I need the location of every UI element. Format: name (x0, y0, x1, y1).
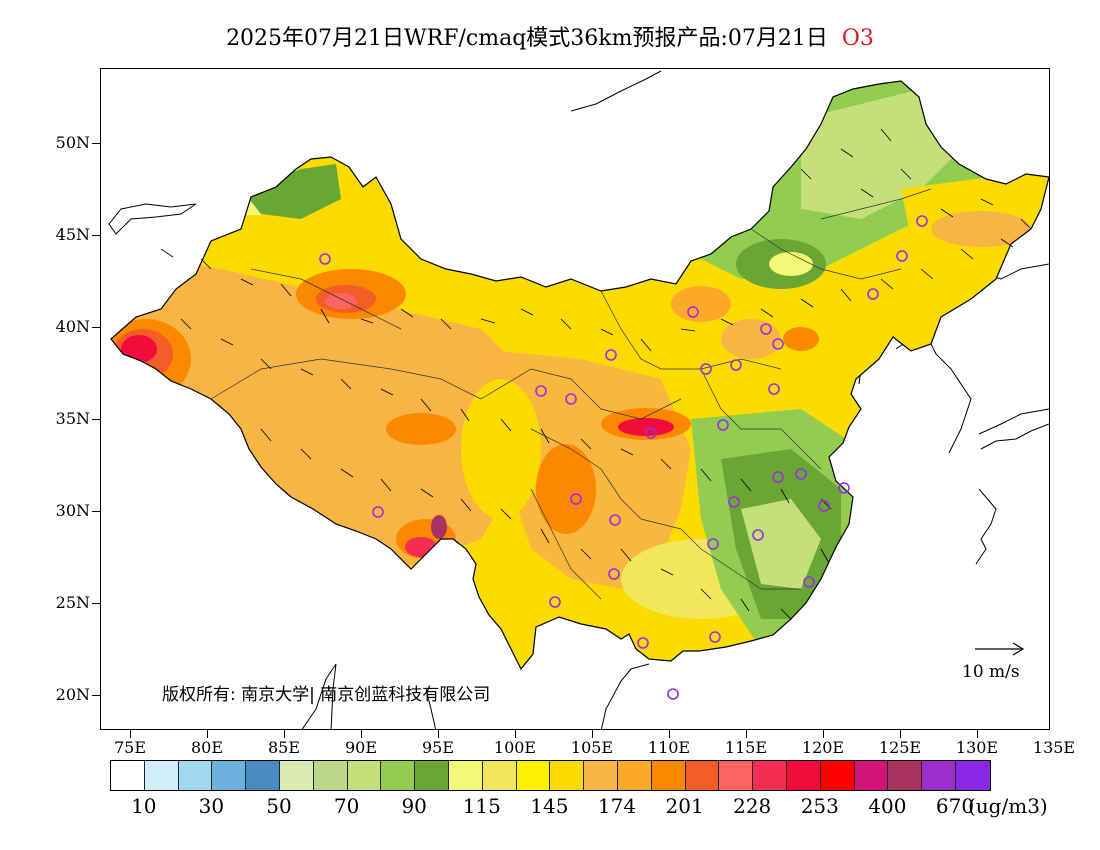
colorbar-swatch (922, 761, 956, 790)
colorbar-swatch (516, 761, 551, 790)
city-markers (319, 215, 928, 700)
y-tick (92, 695, 100, 696)
china-border (110, 80, 1049, 671)
y-tick (92, 327, 100, 328)
x-tick-label-100e: 100E (493, 738, 537, 757)
wind-reference-label: 10 m/s (962, 662, 1020, 682)
colorbar-swatch (820, 761, 855, 790)
colorbar-label: 70 (333, 794, 360, 818)
colorbar-label: 670 (935, 794, 975, 818)
colorbar-swatch (212, 761, 247, 790)
colorbar-swatch (178, 761, 213, 790)
china-o3-map (101, 69, 1049, 729)
y-tick-label-40n: 40N (55, 317, 90, 336)
x-tick-label-80e: 80E (190, 738, 224, 757)
x-tick-label-85e: 85E (267, 738, 301, 757)
x-tick-label-105e: 105E (570, 738, 614, 757)
colorbar-swatch (313, 761, 348, 790)
colorbar-swatch (651, 761, 686, 790)
colorbar-swatch (111, 761, 145, 790)
map-title: 2025年07月21日WRF/cmaq模式36km预报产品:07月21日 O3 (0, 20, 1100, 52)
y-tick (92, 511, 100, 512)
wind-vectors (160, 128, 1032, 620)
x-tick (515, 730, 516, 738)
colorbar-swatch (753, 761, 787, 790)
x-tick (592, 730, 593, 738)
wind-reference-arrow-icon (975, 642, 1025, 656)
colorbar-label: 30 (198, 794, 225, 818)
title-text: 2025年07月21日WRF/cmaq模式36km预报产品:07月21日 (226, 26, 828, 51)
x-tick-label-90e: 90E (344, 738, 378, 757)
colorbar-swatch (617, 761, 652, 790)
colorbar-label: 10 (131, 794, 157, 818)
colorbar-label: 145 (530, 794, 569, 818)
colorbar-swatch (854, 761, 889, 790)
colorbar-label: 174 (597, 794, 637, 818)
y-tick (92, 419, 100, 420)
colorbar-label: 201 (665, 794, 704, 818)
x-tick-label-120e: 120E (801, 738, 845, 757)
y-tick (92, 143, 100, 144)
colorbar-swatch (584, 761, 618, 790)
colorbar-swatch (246, 761, 280, 790)
colorbar-swatch (719, 761, 754, 790)
map-area[interactable] (100, 68, 1050, 730)
colorbar (110, 760, 991, 791)
colorbar-swatch (888, 761, 923, 790)
copyright-text: 版权所有: 南京大学| 南京创蓝科技有限公司 (162, 685, 491, 705)
x-tick-label-115e: 115E (724, 738, 768, 757)
x-tick (823, 730, 824, 738)
x-tick (207, 730, 208, 738)
x-tick (361, 730, 362, 738)
colorbar-label: 400 (868, 794, 907, 818)
y-tick-label-30n: 30N (55, 501, 90, 520)
x-tick (284, 730, 285, 738)
x-tick-label-75e: 75E (113, 738, 147, 757)
y-tick-label-35n: 35N (55, 409, 90, 428)
colorbar-swatch (448, 761, 483, 790)
colorbar-swatch (550, 761, 585, 790)
x-tick-label-110e: 110E (647, 738, 691, 757)
species-label: O3 (841, 26, 874, 51)
y-tick-label-20n: 20N (55, 685, 90, 704)
colorbar-label: 253 (800, 794, 839, 818)
x-tick-label-135e: 135E (1032, 738, 1076, 757)
colorbar-swatch (144, 761, 179, 790)
colorbar-swatch (347, 761, 382, 790)
x-tick (900, 730, 901, 738)
x-tick (669, 730, 670, 738)
colorbar-label: 90 (401, 794, 427, 818)
y-tick-label-50n: 50N (55, 133, 90, 152)
colorbar-swatch (955, 761, 990, 790)
y-tick-label-25n: 25N (55, 593, 90, 612)
colorbar-swatch (415, 761, 449, 790)
x-tick-label-125e: 125E (878, 738, 922, 757)
x-tick (746, 730, 747, 738)
colorbar-swatch (279, 761, 314, 790)
y-tick-label-45n: 45N (55, 225, 90, 244)
colorbar-swatch (685, 761, 720, 790)
colorbar-label: 50 (266, 794, 292, 818)
colorbar-swatch (786, 761, 821, 790)
y-tick (92, 235, 100, 236)
x-tick (438, 730, 439, 738)
colorbar-swatch (482, 761, 517, 790)
y-tick (92, 603, 100, 604)
x-tick (130, 730, 131, 738)
x-tick-label-130e: 130E (955, 738, 999, 757)
x-tick-label-95e: 95E (421, 738, 455, 757)
colorbar-label: 115 (462, 794, 501, 818)
colorbar-unit: (ug/m3) (968, 794, 1048, 818)
colorbar-swatch (381, 761, 416, 790)
province-borders (210, 188, 932, 600)
x-tick (977, 730, 978, 738)
colorbar-label: 228 (733, 794, 772, 818)
